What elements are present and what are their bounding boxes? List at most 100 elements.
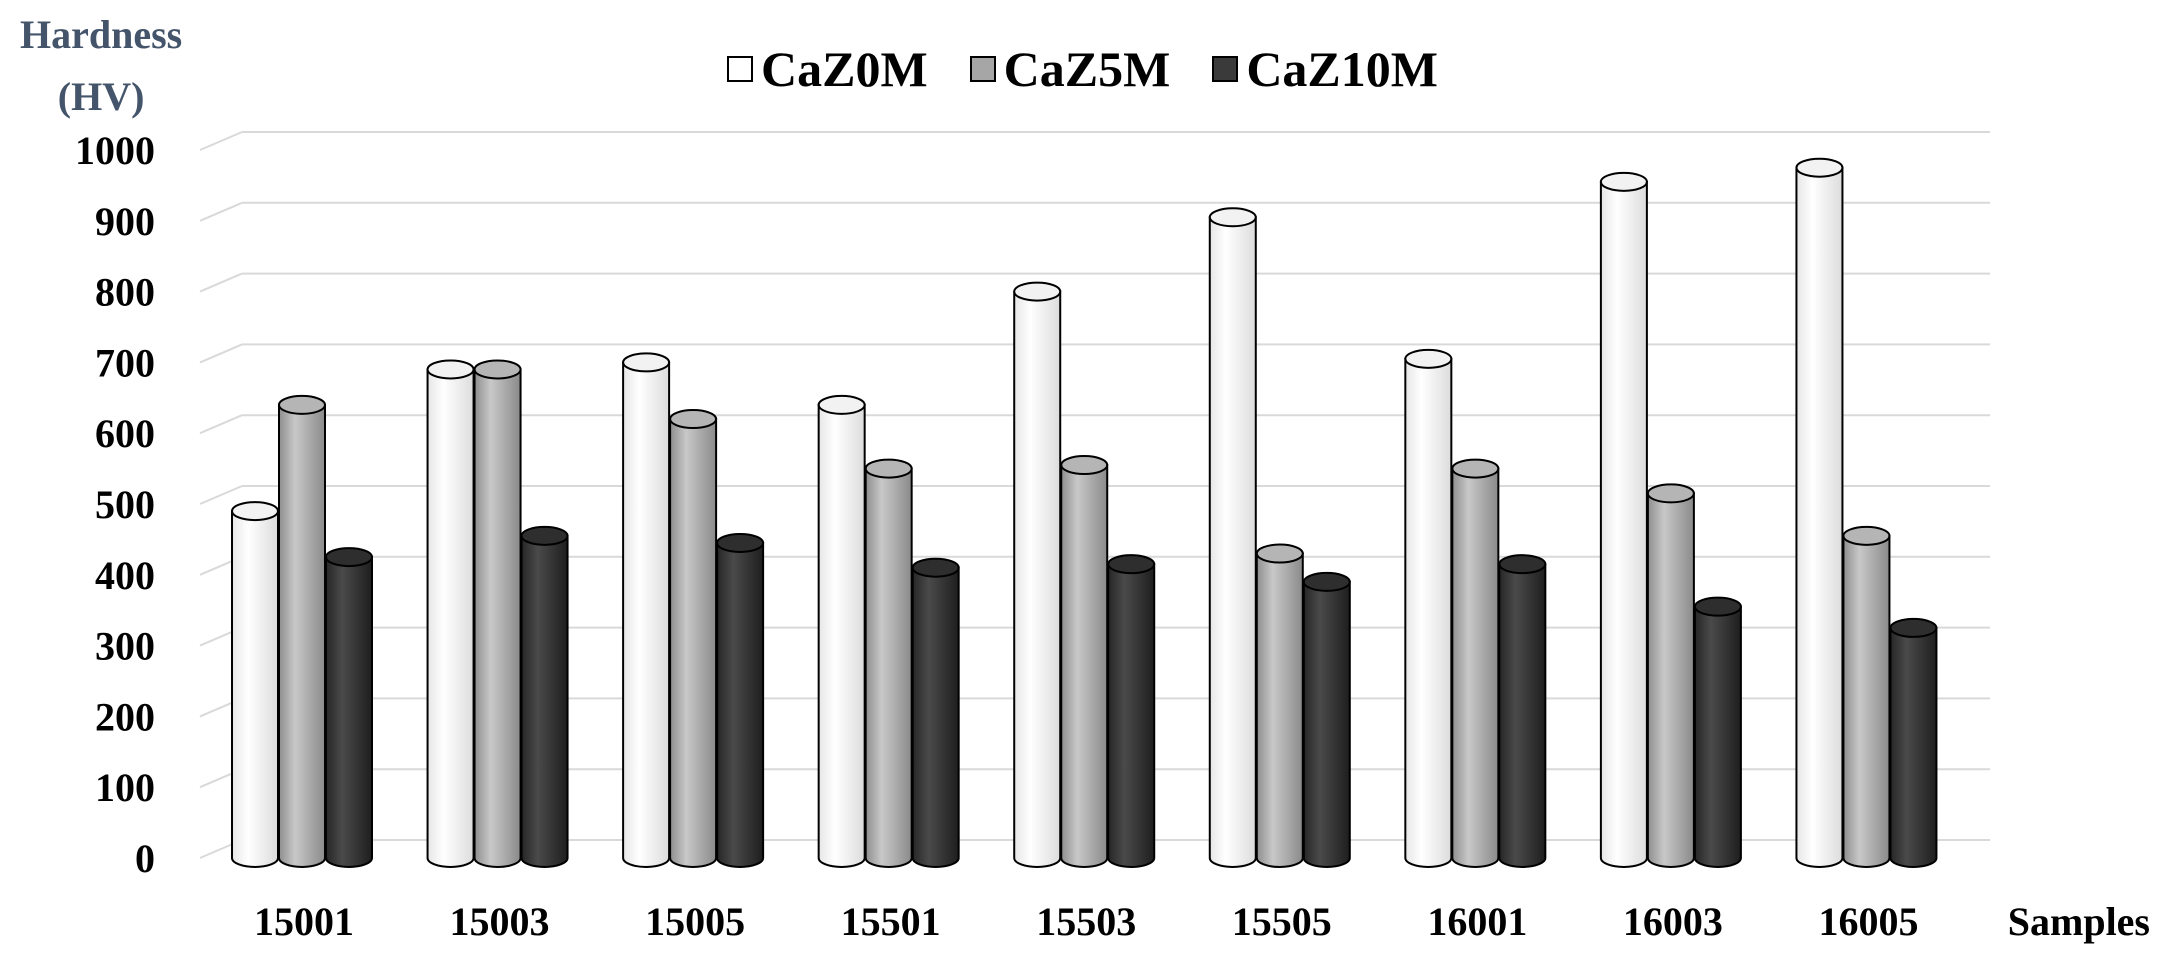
bar-body — [911, 566, 960, 868]
y-axis-title-line2: (HV) — [57, 74, 145, 119]
bar-top — [1107, 554, 1156, 575]
bar-top — [1013, 281, 1062, 302]
bar-body — [716, 541, 765, 868]
bar-top — [278, 394, 326, 415]
bar-top — [716, 532, 765, 553]
bar-CaZ5M-16005 — [1842, 525, 1891, 868]
bar-top — [1255, 543, 1304, 564]
bar-CaZ5M-15001 — [278, 394, 326, 868]
bar-top — [325, 547, 373, 568]
bar-CaZ10M-15503 — [1107, 554, 1156, 868]
bar-CaZ5M-15005 — [669, 409, 718, 868]
bar-body — [1889, 626, 1938, 868]
bar-CaZ0M-16001 — [1404, 348, 1453, 868]
bar-body — [1404, 357, 1453, 868]
bar-body — [1013, 290, 1062, 868]
bar-top — [864, 458, 913, 479]
bar-CaZ10M-16005 — [1889, 617, 1938, 868]
bar-top — [473, 359, 522, 380]
bar-body — [1451, 467, 1500, 868]
y-tick-label: 900 — [95, 199, 155, 244]
bar-top — [1646, 483, 1695, 504]
bar-body — [669, 418, 718, 868]
bar-CaZ0M-16005 — [1795, 157, 1844, 868]
y-tick-label: 700 — [95, 340, 155, 385]
bar-CaZ10M-15003 — [520, 525, 569, 868]
bar-top — [1842, 525, 1891, 546]
x-tick-label: 15503 — [1036, 899, 1136, 944]
x-tick-label: 15001 — [254, 899, 354, 944]
bar-top — [520, 525, 569, 546]
bar-CaZ10M-15505 — [1302, 571, 1351, 868]
bar-CaZ5M-15501 — [864, 458, 913, 868]
legend: CaZ0M CaZ5M CaZ10M — [0, 40, 2165, 98]
gridline-diagonal — [199, 343, 243, 364]
bar-body — [1107, 563, 1156, 868]
y-tick-label: 400 — [95, 553, 155, 598]
bar-top — [231, 501, 279, 522]
legend-item-caz5m: CaZ5M — [969, 40, 1170, 98]
bar-CaZ5M-15503 — [1060, 455, 1109, 868]
legend-label-caz0m: CaZ0M — [761, 41, 928, 97]
x-axis-title: Samples — [2008, 899, 2150, 944]
y-axis-title-line1: Hardness — [20, 12, 183, 57]
x-tick-label: 16005 — [1818, 899, 1918, 944]
bar-CaZ5M-16003 — [1646, 483, 1695, 868]
bar-CaZ0M-15503 — [1013, 281, 1062, 868]
bar-CaZ10M-16001 — [1498, 554, 1547, 868]
bar-CaZ5M-15505 — [1255, 543, 1304, 868]
x-tick-label: 15501 — [841, 899, 941, 944]
bar-top — [1693, 596, 1742, 617]
gridline-diagonal — [199, 272, 243, 293]
y-tick-label: 0 — [135, 836, 155, 881]
bar-top — [1451, 458, 1500, 479]
y-axis-ticks: 0 100 200 300 400 500 600 700 800 900 1000 — [75, 128, 155, 881]
bar-top — [1498, 554, 1547, 575]
bar-top — [1060, 455, 1109, 476]
legend-item-caz10m: CaZ10M — [1212, 40, 1438, 98]
bar-body — [231, 510, 279, 868]
bar-body — [1060, 464, 1109, 868]
bar-body — [1255, 552, 1304, 868]
bar-CaZ0M-15003 — [426, 359, 475, 868]
bar-body — [864, 467, 913, 868]
y-tick-label: 100 — [95, 765, 155, 810]
bar-top — [426, 359, 475, 380]
bar-body — [1795, 166, 1844, 868]
bar-body — [1208, 216, 1257, 868]
bar-body — [622, 361, 671, 868]
bar-top — [1208, 207, 1257, 228]
bar-body — [1599, 180, 1648, 868]
bar-top — [1599, 171, 1648, 192]
legend-label-caz10m: CaZ10M — [1246, 41, 1438, 97]
bar-body — [278, 403, 326, 868]
bar-top — [1795, 157, 1844, 178]
x-tick-label: 15005 — [645, 899, 745, 944]
legend-swatch-caz5m — [969, 56, 996, 82]
bar-CaZ0M-15505 — [1208, 207, 1257, 868]
bars — [231, 157, 1938, 868]
gridline-diagonal — [199, 131, 243, 151]
legend-item-caz0m: CaZ0M — [727, 40, 928, 98]
legend-swatch-caz0m — [727, 56, 754, 82]
bar-body — [817, 403, 866, 868]
bar-CaZ10M-15501 — [911, 557, 960, 868]
bar-CaZ0M-16003 — [1599, 171, 1648, 868]
bar-CaZ0M-15005 — [622, 352, 671, 868]
x-axis-ticks: 15001 15003 15005 15501 15503 15505 16001 16003… — [254, 899, 1918, 944]
x-tick-label: 15505 — [1232, 899, 1332, 944]
bar-top — [817, 394, 866, 415]
bar-CaZ10M-15001 — [325, 547, 373, 868]
gridline-diagonal — [199, 201, 243, 222]
bar-body — [473, 368, 522, 868]
bar-CaZ10M-15005 — [716, 532, 765, 868]
bar-body — [325, 556, 373, 868]
gridline-diagonal — [199, 485, 243, 505]
bar-CaZ5M-16001 — [1451, 458, 1500, 868]
y-tick-label: 600 — [95, 411, 155, 456]
bar-top — [1302, 571, 1351, 592]
bar-body — [1842, 534, 1891, 868]
y-tick-label: 1000 — [75, 128, 155, 173]
y-tick-label: 500 — [95, 482, 155, 527]
y-axis-title: Hardness (HV) — [20, 4, 182, 128]
